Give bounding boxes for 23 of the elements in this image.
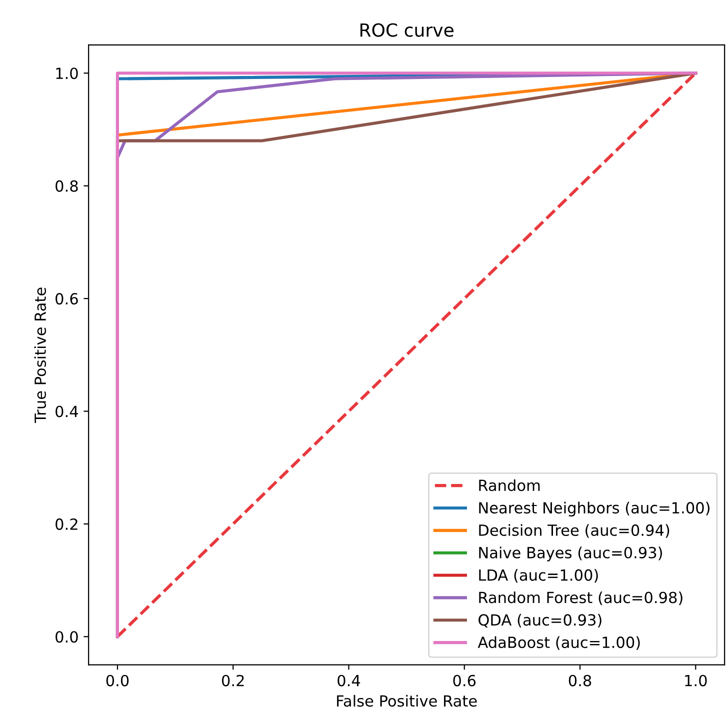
x-tick-label: 0.8 (568, 674, 592, 686)
x-tick-label: 0.0 (106, 674, 129, 686)
legend-label: Random (479, 479, 540, 492)
y-tick-label: 0.8 (56, 180, 78, 192)
x-tick-label: 0.4 (338, 674, 360, 686)
y-tick-label: 1.0 (56, 68, 78, 80)
y-axis-title: True Positive Rate (34, 288, 46, 423)
x-tick-label: 0.2 (222, 674, 244, 686)
y-tick-label: 0.0 (56, 631, 78, 643)
x-axis-title: False Positive Rate (337, 694, 477, 707)
legend-label: QDA (auc=0.93) (478, 614, 602, 628)
chart-title: ROC curve (360, 23, 454, 37)
legend-label: Random Forest (auc=0.98) (479, 591, 682, 606)
y-tick-label: 0.2 (56, 518, 78, 530)
legend-label: AdaBoost (auc=1.00) (478, 636, 640, 650)
legend-label: Decision Tree (auc=0.94) (479, 524, 670, 538)
x-tick-label: 1.0 (685, 674, 707, 686)
y-tick-label: 0.6 (56, 293, 78, 305)
legend-label: LDA (auc=1.00) (479, 569, 598, 583)
legend-label: Nearest Neighbors (auc=1.00) (479, 502, 710, 517)
y-tick-label: 0.4 (56, 406, 78, 418)
x-tick-label: 0.6 (453, 674, 476, 686)
legend-label: Naive Bayes (auc=0.93) (479, 546, 662, 562)
